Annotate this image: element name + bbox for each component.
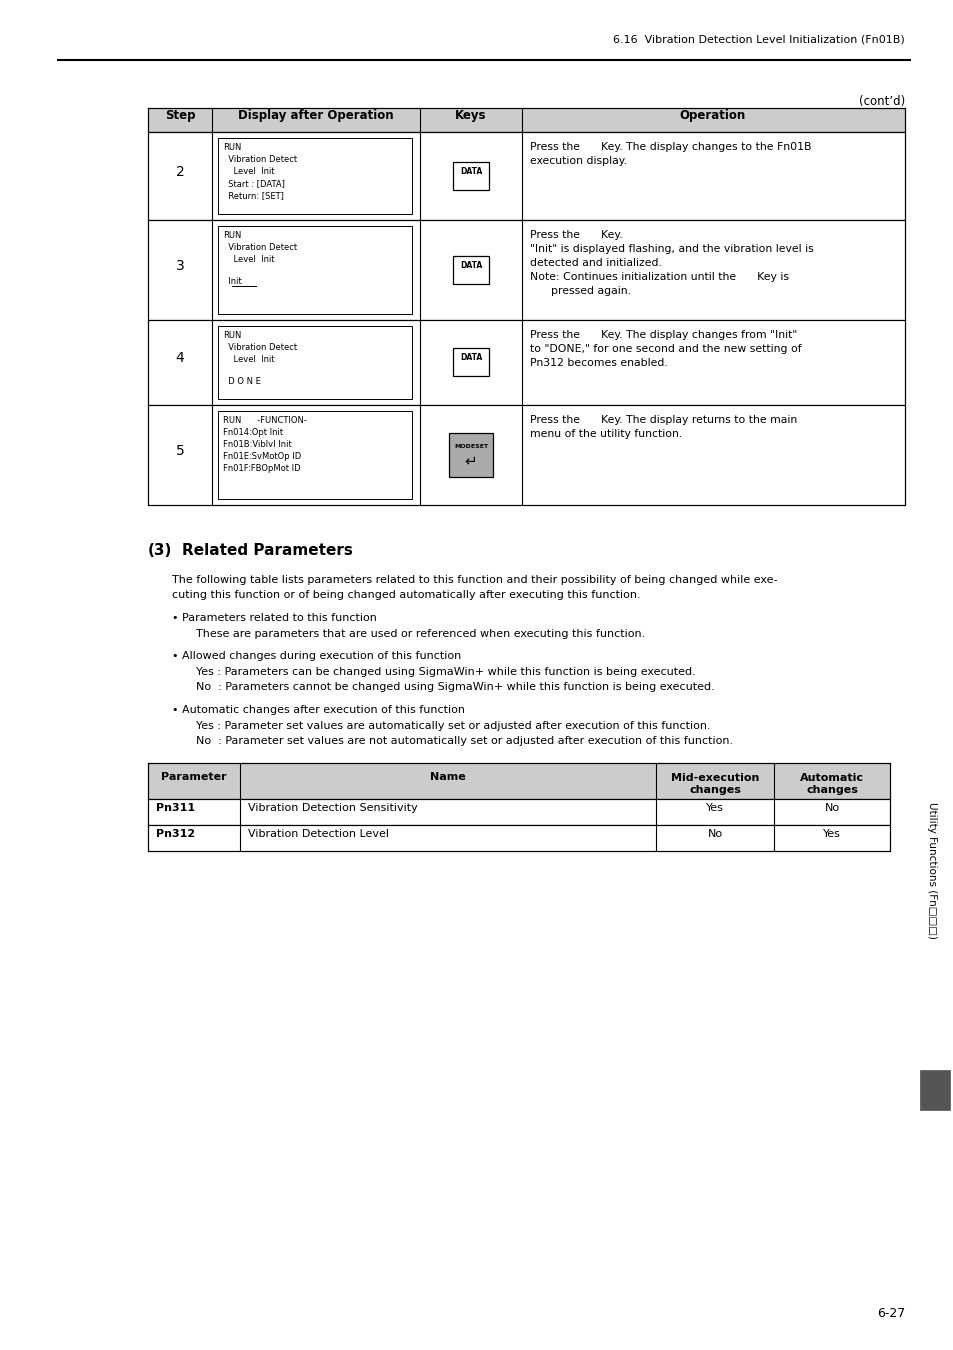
Bar	[148, 799, 889, 825]
Text: Related Parameters: Related Parameters	[182, 543, 353, 558]
Text: Yes : Parameter set values are automatically set or adjusted after execution of : Yes : Parameter set values are automatic…	[195, 721, 710, 730]
Text: Name: Name	[430, 772, 465, 782]
Bar	[148, 405, 904, 505]
Text: No  : Parameter set values are not automatically set or adjusted after execution: No : Parameter set values are not automa…	[195, 736, 732, 747]
Text: • Automatic changes after execution of this function: • Automatic changes after execution of t…	[172, 705, 464, 716]
Text: No: No	[823, 803, 839, 813]
Text: detected and initialized.: detected and initialized.	[530, 258, 661, 269]
Text: RUN      -FUNCTION-: RUN -FUNCTION-	[223, 416, 307, 425]
Bar	[453, 162, 489, 190]
Text: Keys: Keys	[455, 109, 486, 123]
Text: Vibration Detect: Vibration Detect	[223, 155, 296, 163]
Bar	[453, 348, 489, 377]
Text: changes: changes	[805, 784, 857, 795]
Text: 2: 2	[175, 165, 184, 180]
Text: Fn01F:FBOpMot ID: Fn01F:FBOpMot ID	[223, 464, 300, 472]
Text: pressed again.: pressed again.	[530, 286, 630, 296]
Text: changes: changes	[688, 784, 740, 795]
Text: Press the      Key. The display changes to the Fn01B: Press the Key. The display changes to th…	[530, 142, 811, 153]
Text: Utility Functions (Fn□□□): Utility Functions (Fn□□□)	[926, 802, 936, 938]
Text: (3): (3)	[148, 543, 172, 558]
Text: Yes: Yes	[705, 803, 723, 813]
Text: Init: Init	[223, 277, 241, 286]
Text: MODESET: MODESET	[454, 444, 488, 450]
Text: 6.16  Vibration Detection Level Initialization (Fn01B): 6.16 Vibration Detection Level Initializ…	[613, 35, 904, 45]
Text: DATA: DATA	[459, 354, 481, 363]
Text: D O N E: D O N E	[223, 377, 260, 386]
Text: These are parameters that are used or referenced when executing this function.: These are parameters that are used or re…	[195, 629, 644, 639]
Text: (cont’d): (cont’d)	[858, 95, 904, 108]
Text: Fn01E:SvMotOp ID: Fn01E:SvMotOp ID	[223, 452, 301, 460]
Text: • Parameters related to this function: • Parameters related to this function	[172, 613, 376, 622]
Bar	[148, 320, 904, 405]
Text: Level  Init: Level Init	[223, 355, 274, 364]
Text: 4: 4	[175, 351, 184, 364]
Text: DATA: DATA	[459, 167, 481, 177]
Text: Fn014:Opt Init: Fn014:Opt Init	[223, 428, 283, 437]
Text: Note: Continues initialization until the      Key is: Note: Continues initialization until the…	[530, 271, 788, 282]
Text: cuting this function or of being changed automatically after executing this func: cuting this function or of being changed…	[172, 590, 640, 599]
Bar	[218, 138, 412, 215]
Bar	[148, 108, 904, 132]
Text: Vibration Detect: Vibration Detect	[223, 243, 296, 252]
Text: Return: [SET]: Return: [SET]	[223, 190, 284, 200]
Text: Pn312 becomes enabled.: Pn312 becomes enabled.	[530, 358, 667, 369]
Text: Level  Init: Level Init	[223, 255, 274, 265]
Text: Press the      Key. The display changes from "Init": Press the Key. The display changes from …	[530, 329, 797, 340]
Text: Level  Init: Level Init	[223, 167, 274, 176]
Text: execution display.: execution display.	[530, 157, 626, 166]
Text: Fn01B:ViblvI Init: Fn01B:ViblvI Init	[223, 440, 292, 450]
Text: Pn311: Pn311	[156, 803, 195, 813]
Text: • Allowed changes during execution of this function: • Allowed changes during execution of th…	[172, 651, 460, 661]
Bar	[148, 132, 904, 220]
Text: The following table lists parameters related to this function and their possibil: The following table lists parameters rel…	[172, 575, 777, 585]
Text: 5: 5	[175, 444, 184, 458]
Text: 3: 3	[175, 259, 184, 273]
Text: RUN: RUN	[223, 331, 241, 340]
Text: Parameter: Parameter	[161, 772, 227, 782]
Text: Step: Step	[165, 109, 195, 123]
Text: to "DONE," for one second and the new setting of: to "DONE," for one second and the new se…	[530, 344, 801, 354]
Bar	[148, 763, 889, 799]
Bar	[453, 256, 489, 284]
Text: Press the      Key. The display returns to the main: Press the Key. The display returns to th…	[530, 414, 797, 425]
Bar	[218, 325, 412, 400]
Text: ↵: ↵	[464, 454, 476, 468]
Text: Yes: Yes	[822, 829, 840, 838]
Text: No: No	[707, 829, 721, 838]
Text: Start : [DATA]: Start : [DATA]	[223, 180, 285, 188]
Text: 6: 6	[928, 1079, 940, 1094]
Bar	[148, 825, 889, 850]
Text: RUN: RUN	[223, 143, 241, 153]
Bar	[449, 433, 493, 477]
Text: RUN: RUN	[223, 231, 241, 240]
Bar	[148, 220, 904, 320]
Bar	[919, 1071, 949, 1110]
Text: Mid-execution: Mid-execution	[670, 774, 759, 783]
Text: Vibration Detect: Vibration Detect	[223, 343, 296, 352]
Text: No  : Parameters cannot be changed using SigmaWin+ while this function is being : No : Parameters cannot be changed using …	[195, 682, 714, 693]
Text: DATA: DATA	[459, 262, 481, 270]
Text: Yes : Parameters can be changed using SigmaWin+ while this function is being exe: Yes : Parameters can be changed using Si…	[195, 667, 695, 676]
Text: Automatic: Automatic	[800, 774, 863, 783]
Text: Vibration Detection Sensitivity: Vibration Detection Sensitivity	[248, 803, 417, 813]
Text: Pn312: Pn312	[156, 829, 195, 838]
Text: menu of the utility function.: menu of the utility function.	[530, 429, 681, 439]
Text: 6-27: 6-27	[876, 1307, 904, 1320]
Text: Display after Operation: Display after Operation	[238, 109, 394, 123]
Text: "Init" is displayed flashing, and the vibration level is: "Init" is displayed flashing, and the vi…	[530, 244, 813, 254]
Bar	[218, 225, 412, 315]
Text: Operation: Operation	[679, 109, 745, 123]
Text: Vibration Detection Level: Vibration Detection Level	[248, 829, 389, 838]
Text: Press the      Key.: Press the Key.	[530, 230, 622, 240]
Bar	[218, 410, 412, 500]
